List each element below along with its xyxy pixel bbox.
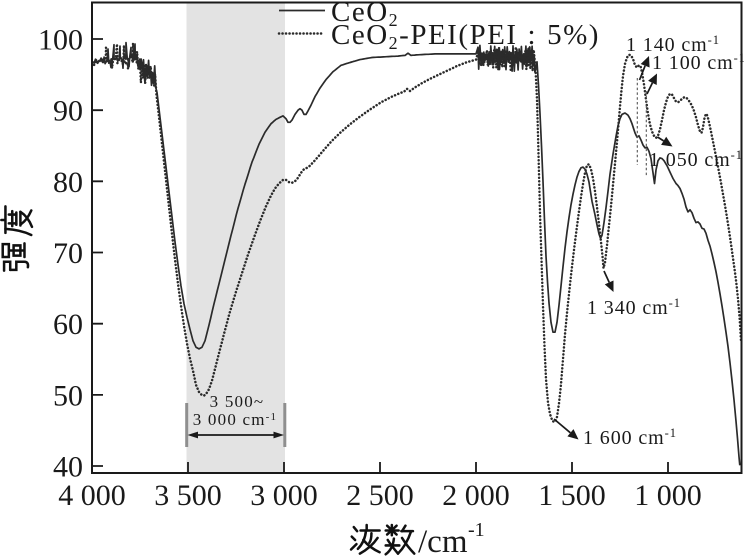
- svg-text:4 000: 4 000: [58, 479, 126, 512]
- svg-text:1 340 cm-1: 1 340 cm-1: [587, 296, 681, 319]
- svg-text:100: 100: [38, 24, 83, 57]
- svg-text:1 500: 1 500: [538, 479, 606, 512]
- svg-text:1 140 cm-1: 1 140 cm-1: [626, 33, 720, 56]
- svg-text:CeO2-PEI(PEI:5%): CeO2-PEI(PEI:5%): [331, 19, 600, 53]
- svg-text:1 000: 1 000: [634, 479, 702, 512]
- svg-text:70: 70: [53, 237, 83, 270]
- svg-text:1 600 cm-1: 1 600 cm-1: [583, 426, 677, 449]
- svg-text:2 000: 2 000: [442, 479, 510, 512]
- svg-text:3 500: 3 500: [154, 479, 222, 512]
- svg-text:3 000: 3 000: [250, 479, 318, 512]
- svg-text:3 500~: 3 500~: [210, 392, 265, 411]
- svg-text:2 500: 2 500: [346, 479, 414, 512]
- svg-text:1 050 cm-1: 1 050 cm-1: [649, 148, 743, 171]
- svg-text:/cm: /cm: [418, 524, 468, 560]
- svg-text:90: 90: [53, 95, 83, 128]
- svg-text:50: 50: [53, 379, 83, 412]
- svg-text:40: 40: [53, 451, 83, 484]
- svg-text:CeO2: CeO2: [331, 0, 399, 30]
- svg-text:1 100 cm-1: 1 100 cm-1: [652, 51, 744, 74]
- svg-text:80: 80: [53, 166, 83, 199]
- svg-text:-1: -1: [468, 519, 485, 541]
- svg-text:3 000 cm-1: 3 000 cm-1: [193, 410, 277, 429]
- svg-text:60: 60: [53, 308, 83, 341]
